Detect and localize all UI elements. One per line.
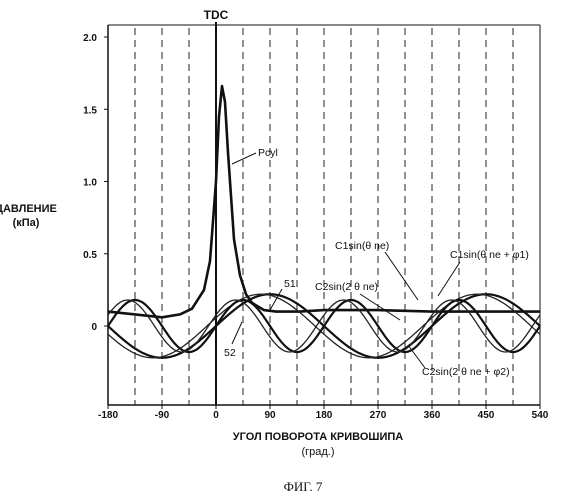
x-axis-label: УГОЛ ПОВОРОТА КРИВОШИПА xyxy=(233,431,404,443)
x-tick-label: 270 xyxy=(370,410,387,421)
figure-caption: ФИГ. 7 xyxy=(284,479,323,494)
c2-phi2-leader xyxy=(408,345,425,368)
c1-phi1-label: C1sin(θ ne + φ1) xyxy=(450,249,529,261)
tdc-label: TDC xyxy=(204,8,229,22)
x-axis-unit: (град.) xyxy=(301,446,334,458)
x-tick-label: 180 xyxy=(316,410,333,421)
c2-label: C2sin(2 θ ne) xyxy=(315,281,378,293)
c1-label: C1sin(θ ne) xyxy=(335,240,389,252)
y-axis-unit: (кПа) xyxy=(13,217,40,229)
x-tick-label: -90 xyxy=(155,410,170,421)
x-tick-label: 0 xyxy=(213,410,219,421)
pcyl-leader xyxy=(232,153,256,164)
c2-phi2-label: C2sin(2 θ ne + φ2) xyxy=(422,366,510,378)
c2-leader xyxy=(360,294,400,320)
ref-51: 51 xyxy=(284,278,296,290)
y-tick-label: 1.0 xyxy=(83,178,97,189)
x-tick-label: 450 xyxy=(478,410,495,421)
c1-leader xyxy=(385,252,418,300)
c1-phi1-leader xyxy=(438,262,460,296)
y-tick-label: 2.0 xyxy=(83,33,97,44)
x-tick-label: 90 xyxy=(264,410,276,421)
ref-52-leader xyxy=(232,322,242,344)
y-axis-label: ДАВЛЕНИЕ xyxy=(0,203,57,215)
y-tick-label: 0 xyxy=(91,322,97,333)
pcyl-label: Pcyl xyxy=(258,147,278,159)
tick-labels: -180 -90 0 90 180 270 360 450 540 0 0.5 1.0 1.5 2.0 xyxy=(83,33,549,421)
annotations: TDC ДАВЛЕНИЕ (кПа) УГОЛ ПОВОРОТА КРИВОШИ… xyxy=(0,8,529,494)
x-tick-label: 540 xyxy=(532,410,549,421)
ref-52: 52 xyxy=(224,347,236,359)
y-tick-label: 1.5 xyxy=(83,105,97,116)
x-tick-label: -180 xyxy=(98,410,118,421)
x-tick-label: 360 xyxy=(424,410,441,421)
y-tick-label: 0.5 xyxy=(83,250,97,261)
